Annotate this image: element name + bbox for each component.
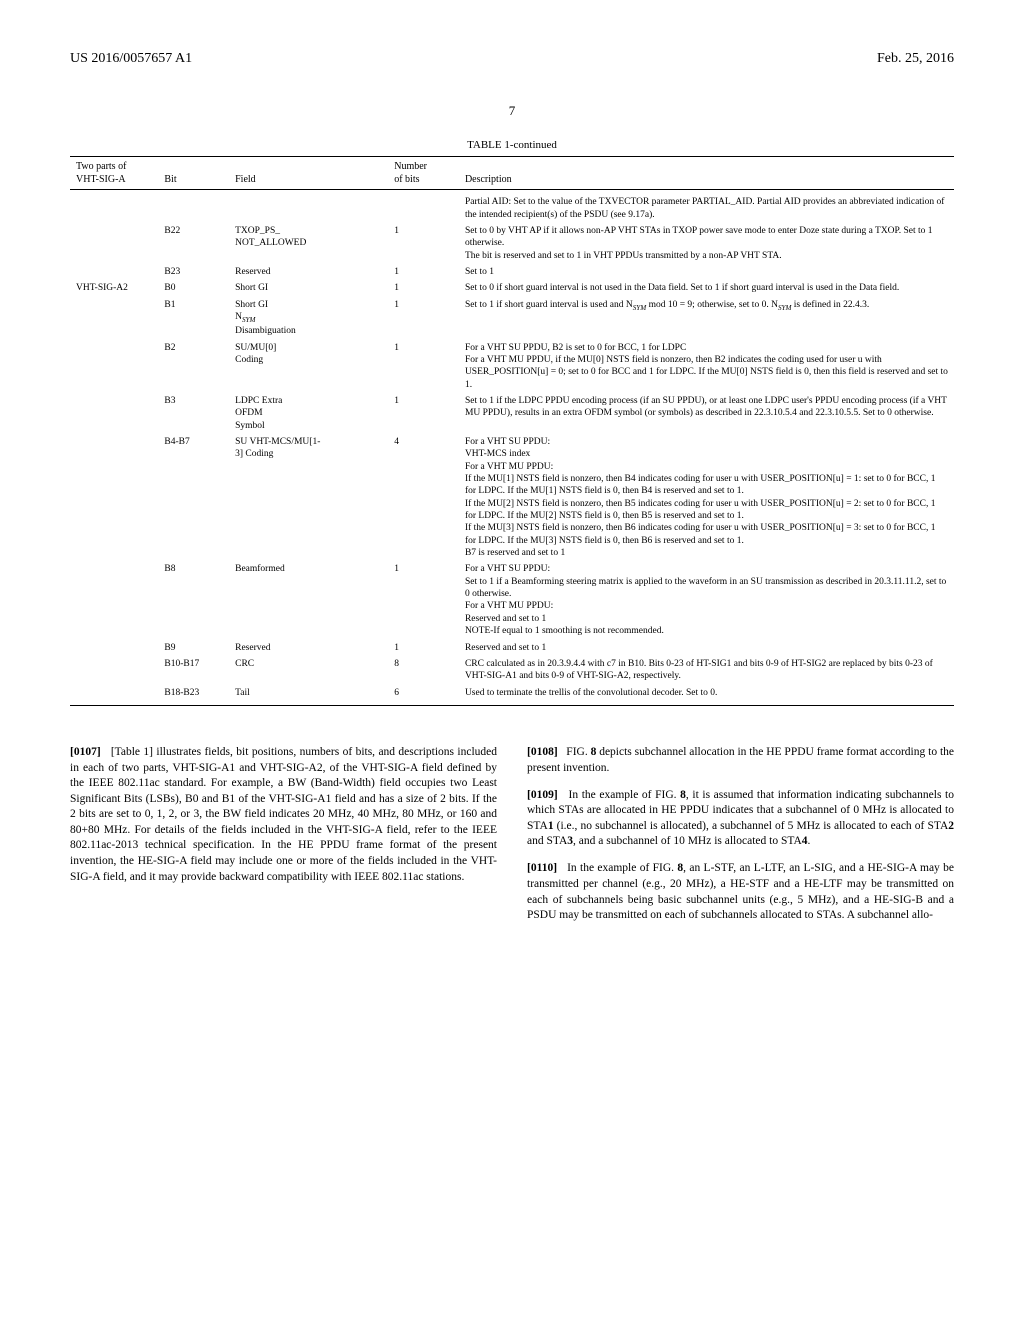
page-header: US 2016/0057657 A1 Feb. 25, 2016 xyxy=(70,50,954,68)
cell-bit xyxy=(158,190,229,223)
cell-numbits: 1 xyxy=(388,264,459,280)
pub-date: Feb. 25, 2016 xyxy=(877,50,954,68)
table-row: Partial AID: Set to the value of the TXV… xyxy=(70,190,954,223)
cell-desc: For a VHT SU PPDU:Set to 1 if a Beamform… xyxy=(459,561,954,639)
cell-desc: CRC calculated as in 20.3.9.4.4 with c7 … xyxy=(459,656,954,685)
cell-field: TXOP_PS_NOT_ALLOWED xyxy=(229,223,388,264)
para-text: [Table 1] illustrates fields, bit positi… xyxy=(70,746,497,882)
table-row: B9Reserved1Reserved and set to 1 xyxy=(70,640,954,656)
cell-part xyxy=(70,685,158,706)
cell-part xyxy=(70,264,158,280)
cell-desc: For a VHT SU PPDU:VHT-MCS indexFor a VHT… xyxy=(459,434,954,561)
col-header-numbits: Number of bits xyxy=(388,157,459,190)
table-row: B1Short GINSYMDisambiguation1Set to 1 if… xyxy=(70,297,954,340)
cell-bit: B10-B17 xyxy=(158,656,229,685)
para-label: [0110] xyxy=(527,862,557,874)
cell-desc: Set to 1 if the LDPC PPDU encoding proce… xyxy=(459,393,954,434)
cell-part xyxy=(70,340,158,393)
cell-numbits: 1 xyxy=(388,223,459,264)
cell-part xyxy=(70,434,158,561)
paragraph: [0109] In the example of FIG. 8, it is a… xyxy=(527,788,954,850)
cell-bit: B8 xyxy=(158,561,229,639)
cell-desc: Reserved and set to 1 xyxy=(459,640,954,656)
cell-bit: B18-B23 xyxy=(158,685,229,706)
cell-bit: B4-B7 xyxy=(158,434,229,561)
cell-field xyxy=(229,190,388,223)
cell-numbits: 1 xyxy=(388,640,459,656)
cell-desc: Set to 0 if short guard interval is not … xyxy=(459,280,954,296)
table-row: B4-B7SU VHT-MCS/MU[1-3] Coding4For a VHT… xyxy=(70,434,954,561)
cell-field: CRC xyxy=(229,656,388,685)
cell-field: SU VHT-MCS/MU[1-3] Coding xyxy=(229,434,388,561)
table-row: B22TXOP_PS_NOT_ALLOWED1Set to 0 by VHT A… xyxy=(70,223,954,264)
cell-numbits: 1 xyxy=(388,280,459,296)
cell-numbits: 1 xyxy=(388,340,459,393)
table-title: TABLE 1-continued xyxy=(70,138,954,152)
table-row: VHT-SIG-A2B0Short GI1Set to 0 if short g… xyxy=(70,280,954,296)
right-column: [0108] FIG. 8 depicts subchannel allocat… xyxy=(527,734,954,935)
cell-numbits: 1 xyxy=(388,393,459,434)
cell-bit: B3 xyxy=(158,393,229,434)
cell-desc: Set to 1 if short guard interval is used… xyxy=(459,297,954,340)
cell-part xyxy=(70,393,158,434)
page-number: 7 xyxy=(70,103,954,120)
cell-numbits: 1 xyxy=(388,297,459,340)
cell-desc: Used to terminate the trellis of the con… xyxy=(459,685,954,706)
cell-desc: Partial AID: Set to the value of the TXV… xyxy=(459,190,954,223)
col-header-bit: Bit xyxy=(158,157,229,190)
pub-number: US 2016/0057657 A1 xyxy=(70,50,192,68)
cell-part xyxy=(70,640,158,656)
cell-field: SU/MU[0]Coding xyxy=(229,340,388,393)
cell-bit: B2 xyxy=(158,340,229,393)
cell-bit: B22 xyxy=(158,223,229,264)
cell-field: Reserved xyxy=(229,640,388,656)
cell-field: Beamformed xyxy=(229,561,388,639)
cell-field: Tail xyxy=(229,685,388,706)
cell-numbits xyxy=(388,190,459,223)
cell-field: Short GINSYMDisambiguation xyxy=(229,297,388,340)
cell-field: Short GI xyxy=(229,280,388,296)
paragraph: [0107] [Table 1] illustrates fields, bit… xyxy=(70,745,497,885)
cell-numbits: 4 xyxy=(388,434,459,561)
cell-bit: B23 xyxy=(158,264,229,280)
col-header-desc: Description xyxy=(459,157,954,190)
cell-numbits: 1 xyxy=(388,561,459,639)
cell-field: Reserved xyxy=(229,264,388,280)
cell-numbits: 8 xyxy=(388,656,459,685)
signal-field-table: Two parts of VHT-SIG-A Bit Field Number … xyxy=(70,156,954,706)
cell-desc: Set to 0 by VHT AP if it allows non-AP V… xyxy=(459,223,954,264)
cell-part xyxy=(70,561,158,639)
paragraph: [0108] FIG. 8 depicts subchannel allocat… xyxy=(527,745,954,776)
table-row: B3LDPC ExtraOFDMSymbol1Set to 1 if the L… xyxy=(70,393,954,434)
cell-part xyxy=(70,223,158,264)
cell-part: VHT-SIG-A2 xyxy=(70,280,158,296)
cell-part xyxy=(70,190,158,223)
table-row: B10-B17CRC8CRC calculated as in 20.3.9.4… xyxy=(70,656,954,685)
col-header-part: Two parts of VHT-SIG-A xyxy=(70,157,158,190)
para-label: [0108] xyxy=(527,746,558,758)
cell-desc: Set to 1 xyxy=(459,264,954,280)
table-row: B8Beamformed1For a VHT SU PPDU:Set to 1 … xyxy=(70,561,954,639)
cell-bit: B0 xyxy=(158,280,229,296)
cell-bit: B1 xyxy=(158,297,229,340)
cell-numbits: 6 xyxy=(388,685,459,706)
table-row: B2SU/MU[0]Coding1For a VHT SU PPDU, B2 i… xyxy=(70,340,954,393)
paragraph: [0110] In the example of FIG. 8, an L-ST… xyxy=(527,861,954,923)
para-label: [0107] xyxy=(70,746,101,758)
cell-part xyxy=(70,656,158,685)
left-column: [0107] [Table 1] illustrates fields, bit… xyxy=(70,734,497,935)
table-row: B18-B23Tail6Used to terminate the trelli… xyxy=(70,685,954,706)
body-columns: [0107] [Table 1] illustrates fields, bit… xyxy=(70,734,954,935)
cell-bit: B9 xyxy=(158,640,229,656)
para-label: [0109] xyxy=(527,789,558,801)
cell-desc: For a VHT SU PPDU, B2 is set to 0 for BC… xyxy=(459,340,954,393)
col-header-field: Field xyxy=(229,157,388,190)
table-row: B23Reserved1Set to 1 xyxy=(70,264,954,280)
cell-part xyxy=(70,297,158,340)
cell-field: LDPC ExtraOFDMSymbol xyxy=(229,393,388,434)
